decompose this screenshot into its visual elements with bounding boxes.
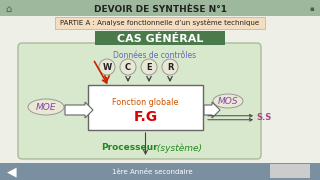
Text: F.G: F.G [133,110,157,124]
FancyBboxPatch shape [95,31,225,45]
Text: ▪: ▪ [310,6,314,12]
FancyBboxPatch shape [18,43,261,159]
FancyBboxPatch shape [0,0,320,16]
Text: MOE: MOE [36,102,56,111]
Text: Fonction globale: Fonction globale [112,98,179,107]
Text: E: E [146,62,152,71]
Ellipse shape [28,99,64,115]
Circle shape [162,59,178,75]
Text: Processeur: Processeur [101,143,158,152]
Text: S.S: S.S [256,113,272,122]
FancyBboxPatch shape [0,163,320,180]
FancyBboxPatch shape [88,85,203,130]
Ellipse shape [213,94,243,108]
FancyArrow shape [65,102,93,118]
Text: CAS GÉNÉRAL: CAS GÉNÉRAL [117,33,203,44]
Text: PARTIE A : Analyse fonctionnelle d’un système technique: PARTIE A : Analyse fonctionnelle d’un sy… [60,19,260,26]
Text: MOS: MOS [218,96,238,105]
Text: (système): (système) [154,143,202,153]
Text: ▶: ▶ [301,165,311,178]
Text: W: W [102,62,112,71]
Text: ⌂: ⌂ [5,4,11,14]
Circle shape [120,59,136,75]
Text: DEVOIR DE SYNTHÈSE N°1: DEVOIR DE SYNTHÈSE N°1 [93,4,227,14]
Text: ◀: ◀ [7,165,17,178]
FancyArrow shape [204,102,220,118]
Text: 1ère Année secondaire: 1ère Année secondaire [112,168,192,174]
Text: R: R [167,62,173,71]
FancyBboxPatch shape [55,17,265,29]
Circle shape [141,59,157,75]
FancyBboxPatch shape [270,164,310,178]
Circle shape [99,59,115,75]
Text: C: C [125,62,131,71]
Text: Données de contrôles: Données de contrôles [113,51,196,60]
